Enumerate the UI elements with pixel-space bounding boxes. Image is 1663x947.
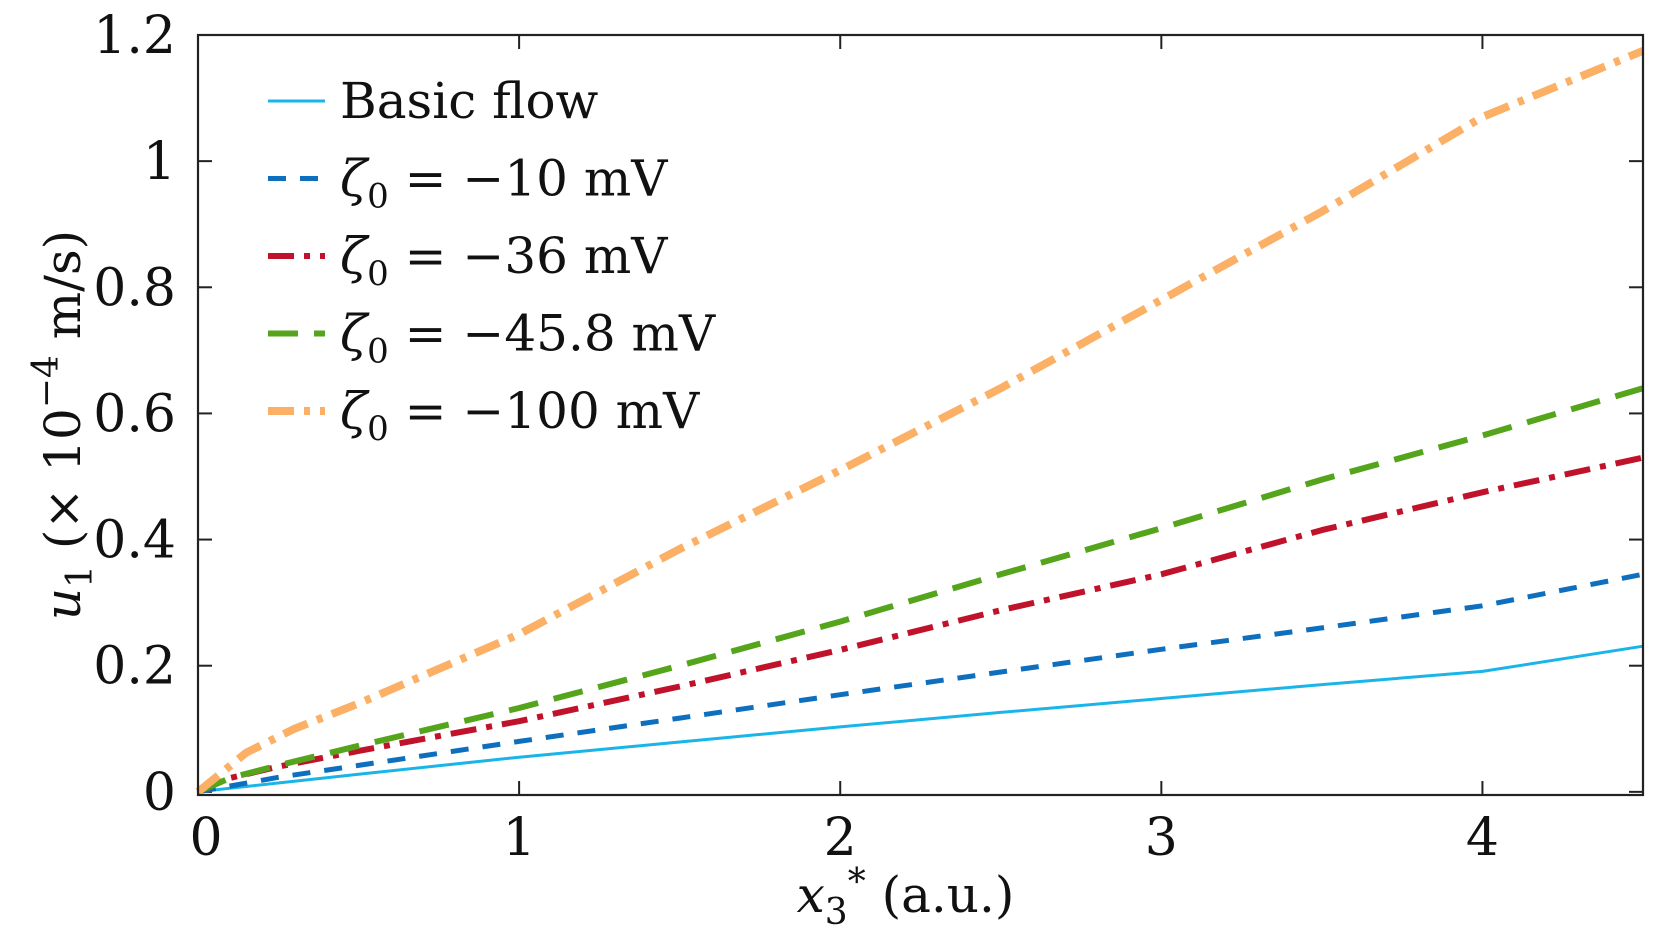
y-tick-label: 0.8 bbox=[93, 258, 176, 318]
series-line-2 bbox=[197, 571, 1644, 795]
legend-label: Basic flow bbox=[340, 72, 599, 130]
legend: Basic flow ζ0 = −10 mV ζ0 = −36 mV ζ0 = −45… bbox=[268, 72, 716, 449]
y-tick-label: 0.6 bbox=[93, 384, 176, 444]
y-tick-label: 1 bbox=[143, 132, 176, 192]
series-line-4 bbox=[196, 385, 1644, 795]
y-tick-label: 0 bbox=[143, 763, 176, 823]
x-tick-label: 1 bbox=[503, 808, 536, 868]
legend-label: ζ0 = −36 mV bbox=[340, 227, 668, 294]
x-axis-label-sup: * bbox=[848, 862, 866, 903]
legend-label: ζ0 = −100 mV bbox=[340, 382, 700, 449]
series-line-3 bbox=[196, 454, 1644, 795]
x-axis-label: x3* (a.u.) bbox=[797, 862, 1015, 933]
y-tick-label: 0.2 bbox=[93, 637, 176, 697]
y-tick-label: 1.2 bbox=[93, 6, 176, 66]
y-tick-label: 0.4 bbox=[93, 511, 176, 571]
y-axis-label-mid: (× 10 bbox=[34, 408, 92, 565]
series-line-1 bbox=[197, 644, 1644, 794]
x-tick-label: 4 bbox=[1466, 808, 1499, 868]
series-line-5 bbox=[195, 47, 1645, 795]
y-axis-label: u1 (× 10−4 m/s) bbox=[26, 230, 101, 620]
y-axis-label-unit: m/s) bbox=[34, 230, 92, 355]
y-tick-labels: 0 0.2 0.4 0.6 0.8 1 1.2 bbox=[93, 6, 176, 823]
x-tick-labels: 0 1 2 3 4 bbox=[189, 808, 1499, 868]
series-layer bbox=[195, 47, 1645, 795]
x-tick-label: 3 bbox=[1145, 808, 1178, 868]
x-axis-label-unit: (a.u.) bbox=[866, 866, 1015, 924]
y-axis-label-sup: −4 bbox=[26, 355, 67, 408]
y-axis-label-var: u bbox=[34, 588, 92, 620]
plot-area-frame bbox=[196, 33, 1645, 797]
legend-label: ζ0 = −45.8 mV bbox=[340, 305, 716, 372]
x-tick-label: 2 bbox=[824, 808, 857, 868]
y-axis-label-sub: 1 bbox=[60, 565, 101, 588]
x-tick-label: 0 bbox=[189, 808, 222, 868]
legend-label: ζ0 = −10 mV bbox=[340, 150, 668, 217]
x-axis-label-var: x bbox=[797, 866, 825, 924]
x-axis-label-sub: 3 bbox=[825, 892, 848, 933]
